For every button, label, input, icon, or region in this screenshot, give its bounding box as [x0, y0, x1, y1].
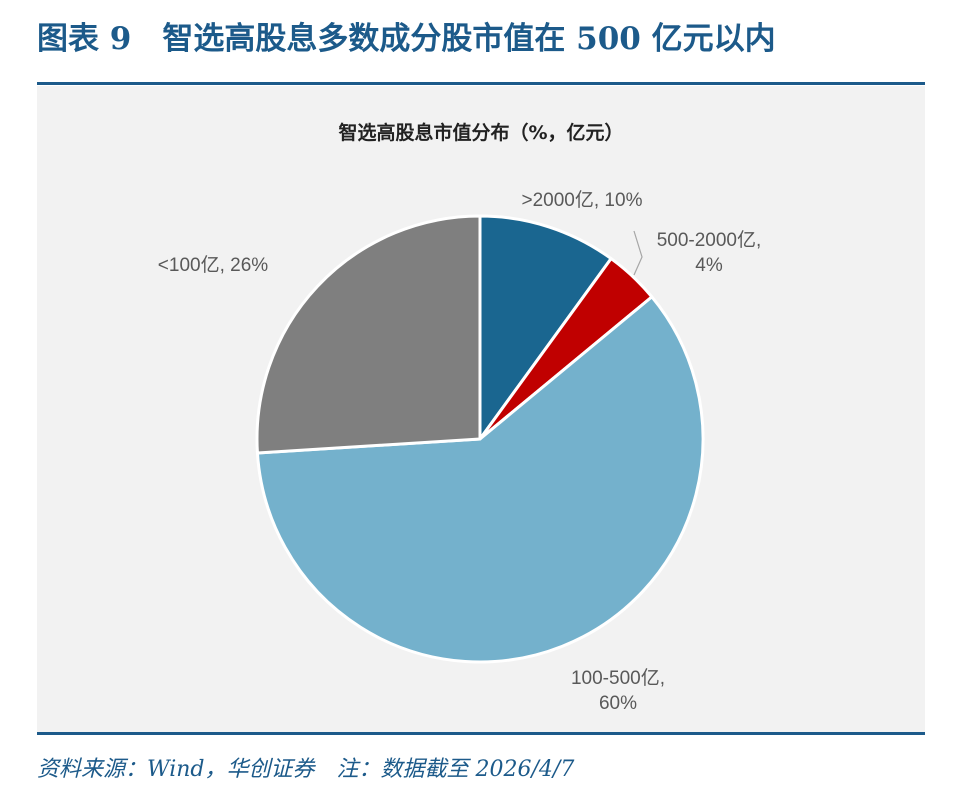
- pie-slice-0: [478, 214, 613, 441]
- pie-chart: >2000亿, 10% 500-2000亿, 4% 100-500亿, 60% <100亿…: [158, 189, 762, 714]
- source-divider: [37, 732, 925, 735]
- slice-label-1: 500-2000亿, 4%: [657, 229, 762, 276]
- pie-slice-2: [255, 295, 705, 664]
- figure-title: 图表 9 智选高股息多数成分股市值在 500 亿元以内: [37, 21, 776, 57]
- slice-label-3: <100亿, 26%: [158, 254, 268, 276]
- source-note: 资料来源：Wind，华创证券 注：数据截至 2026/4/7: [37, 757, 575, 782]
- slice-label-2: 100-500亿, 60%: [571, 667, 665, 714]
- pie-slice-3: [255, 214, 482, 455]
- chart-area: 智选高股息市值分布（%，亿元） >2000亿, 10% 500-2000亿, 4% 1…: [37, 86, 925, 732]
- chart-title: 智选高股息市值分布（%，亿元）: [338, 122, 624, 144]
- leader-line: [633, 230, 643, 276]
- slice-label-0: >2000亿, 10%: [522, 189, 643, 211]
- title-divider: [37, 82, 925, 85]
